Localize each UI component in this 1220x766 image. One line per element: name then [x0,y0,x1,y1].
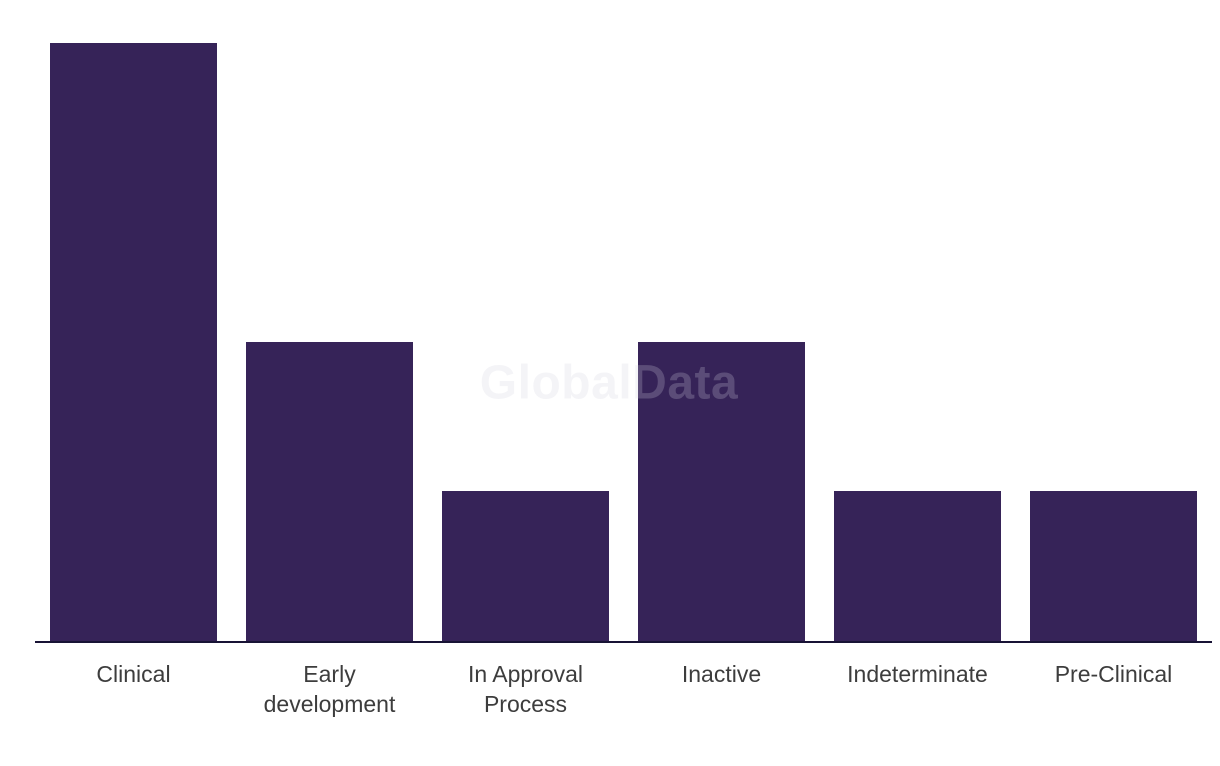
x-tick-label-in-approval-process: In Approval Process [467,661,584,717]
x-tick-label-early-development: Early development [263,661,396,717]
bar-early-development [246,342,413,641]
x-tick-label-indeterminate: Indeterminate [847,661,988,687]
bar-clinical [50,43,217,641]
bar-pre-clinical [1030,491,1197,641]
bar-inactive [638,342,805,641]
x-tick-label-inactive: Inactive [681,661,762,687]
bar-in-approval-process [442,491,609,641]
x-tick-label-pre-clinical: Pre-Clinical [1054,661,1173,687]
x-axis-line [35,641,1212,643]
x-tick-label-clinical: Clinical [96,661,171,687]
bar-indeterminate [834,491,1001,641]
